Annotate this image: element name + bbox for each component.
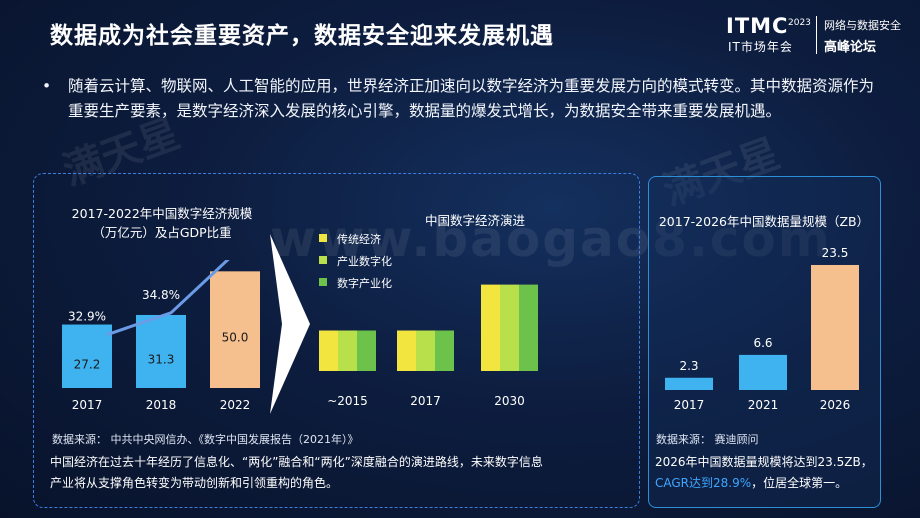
gdp-share-label-2018: 34.8%	[142, 288, 180, 302]
bar-label-2022: 50.0	[222, 331, 249, 345]
logo-divider	[816, 16, 817, 54]
bar-2018	[136, 314, 186, 388]
header: 数据成为社会重要资产，数据安全迎来发展机遇 ITMC 2023 IT市场年会 网…	[0, 0, 920, 66]
left-description-line2: 产业将从支撑角色转变为带动创新和引领重构的角色。	[50, 476, 339, 490]
x-tick-2017: 2017	[72, 398, 103, 412]
logo-org: IT市场年会	[728, 40, 793, 54]
legend-swatch-0	[319, 234, 327, 242]
legend-label-1: 产业数字化	[337, 254, 392, 268]
segment-2017-0	[397, 330, 416, 371]
chart1-title-line1: 2017-2022年中国数字经济规模	[71, 206, 253, 221]
event-logo: ITMC 2023 IT市场年会 网络与数据安全 高峰论坛	[726, 14, 906, 56]
bar-2026	[811, 264, 859, 390]
chart1-title-line2: （万亿元）及占GDP比重	[92, 225, 232, 240]
legend-swatch-2	[319, 278, 327, 286]
logo-brand: ITMC	[726, 14, 789, 38]
legend-label-0: 传统经济	[337, 232, 381, 246]
cagr-highlight: CAGR达到28.9%	[655, 476, 752, 490]
legend-label-2: 数字产业化	[337, 276, 392, 290]
segment-2030-0	[481, 284, 500, 371]
left-description: 中国经济在过去十年经历了信息化、“两化”融合和“两化”深度融合的演进路线，未来数…	[50, 452, 630, 494]
segment-2030-1	[500, 284, 519, 371]
chevron-right-icon	[270, 234, 310, 414]
bar-label-2021: 6.6	[753, 336, 772, 350]
bar-2021	[739, 354, 787, 390]
bar-2017	[62, 324, 112, 388]
segment-~2015-0	[319, 330, 338, 371]
bar-label-2017: 2.3	[679, 359, 698, 373]
chart2-title: 中国数字经济演进	[424, 213, 525, 228]
chart1-title: 2017-2022年中国数字经济规模 （万亿元）及占GDP比重	[52, 203, 272, 241]
right-description-line1: 2026年中国数据量规模将达到23.5ZB，	[655, 455, 873, 469]
x-tick-~2015: ~2015	[327, 394, 368, 408]
digital-economy-panel	[33, 173, 640, 508]
right-source: 数据来源： 赛迪顾问	[656, 433, 759, 446]
x-tick-2017: 2017	[410, 394, 441, 408]
segment-~2015-1	[338, 330, 357, 371]
bar-label-2017: 27.2	[74, 357, 101, 371]
right-description: 2026年中国数据量规模将达到23.5ZB， CAGR达到28.9%，位居全球第…	[655, 452, 880, 494]
bar-2017	[665, 377, 713, 390]
right-description-line2: CAGR达到28.9%，位居全球第一。	[655, 473, 880, 494]
x-tick-2022: 2022	[220, 398, 251, 412]
left-source: 数据来源： 中共中央网信办、《数字中国发展报告（2021年）》	[52, 433, 359, 446]
segment-2017-1	[416, 330, 435, 371]
bar-2022	[210, 271, 260, 388]
logo-forum-line1: 网络与数据安全	[824, 19, 901, 32]
intro-bullet: • 随着云计算、物联网、人工智能的应用，世界经济正加速向以数字经济为重要发展方向…	[42, 74, 880, 124]
page-title: 数据成为社会重要资产，数据安全迎来发展机遇	[50, 23, 554, 49]
segment-2017-2	[435, 330, 454, 371]
x-tick-2030: 2030	[494, 394, 525, 408]
bar-label-2026: 23.5	[822, 246, 849, 260]
chart3-title: 2017-2026年中国数据量规模（ZB）	[658, 214, 870, 229]
right-description-tail: ，位居全球第一。	[751, 476, 848, 490]
x-tick-2018: 2018	[146, 398, 177, 412]
legend-swatch-1	[319, 256, 327, 264]
gdp-share-line	[106, 260, 230, 337]
left-description-line1: 中国经济在过去十年经历了信息化、“两化”融合和“两化”深度融合的演进路线，未来数…	[50, 455, 543, 469]
x-tick-2026: 2026	[820, 398, 851, 412]
bullet-dot: •	[42, 77, 52, 95]
intro-text: 随着云计算、物联网、人工智能的应用，世界经济正加速向以数字经济为重要发展方向的模…	[68, 77, 875, 120]
chart-data-volume: 2.3 2017 6.6 2021 23.5 2026	[665, 246, 859, 412]
segment-2030-2	[519, 284, 538, 371]
bar-label-2018: 31.3	[148, 352, 175, 366]
x-tick-2021: 2021	[748, 398, 779, 412]
logo-forum-line2: 高峰论坛	[824, 40, 877, 55]
gdp-share-label-2017: 32.9%	[68, 310, 106, 324]
x-tick-2017: 2017	[674, 398, 705, 412]
segment-~2015-2	[357, 330, 376, 371]
logo-year: 2023	[788, 18, 811, 28]
